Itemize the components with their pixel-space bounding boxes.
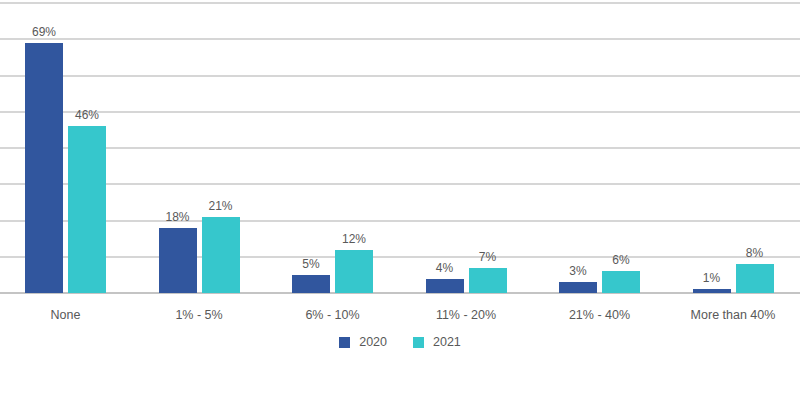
- gridline-40: [0, 147, 800, 149]
- gridline-10: [0, 256, 800, 258]
- bar-2020-more-than-40-: [693, 289, 731, 293]
- bar-2020-1-5-: [159, 228, 197, 293]
- legend: 2020 2021: [0, 336, 800, 349]
- bar-value-label: 1%: [682, 271, 742, 285]
- x-axis-baseline: [0, 292, 800, 294]
- gridline-20: [0, 220, 800, 222]
- legend-label-2021: 2021: [433, 336, 461, 349]
- legend-item-2021: 2021: [413, 336, 461, 349]
- bar-2020-6-10-: [292, 275, 330, 293]
- bar-2021-1-5-: [202, 217, 240, 293]
- bar-2020-11-20-: [426, 279, 464, 294]
- x-axis-label-more-than-40-: More than 40%: [653, 308, 800, 323]
- legend-label-2020: 2020: [359, 336, 387, 349]
- bar-value-label: 7%: [458, 250, 518, 264]
- bar-2020-none: [25, 43, 63, 293]
- legend-swatch-2020: [339, 337, 350, 348]
- bar-chart: 69%46%18%21%5%12%4%7%3%6%1%8% 20202021 N…: [0, 0, 800, 400]
- bar-value-label: 46%: [57, 108, 117, 122]
- gridline-30: [0, 183, 800, 185]
- bar-2020-21-40-: [559, 282, 597, 293]
- legend-item-2020: 2020: [339, 336, 387, 349]
- bar-value-label: 69%: [14, 25, 74, 39]
- bar-2021-none: [68, 126, 106, 293]
- gridline-60: [0, 75, 800, 77]
- bar-value-label: 5%: [281, 257, 341, 271]
- bar-value-label: 12%: [324, 232, 384, 246]
- bar-value-label: 21%: [191, 199, 251, 213]
- plot-area: 69%46%18%21%5%12%4%7%3%6%1%8%: [0, 3, 800, 293]
- bar-value-label: 8%: [725, 246, 785, 260]
- gridline-50: [0, 111, 800, 113]
- gridline-70: [0, 38, 800, 40]
- legend-swatch-2021: [413, 337, 424, 348]
- bar-value-label: 6%: [591, 253, 651, 267]
- gridline-80: [0, 2, 800, 4]
